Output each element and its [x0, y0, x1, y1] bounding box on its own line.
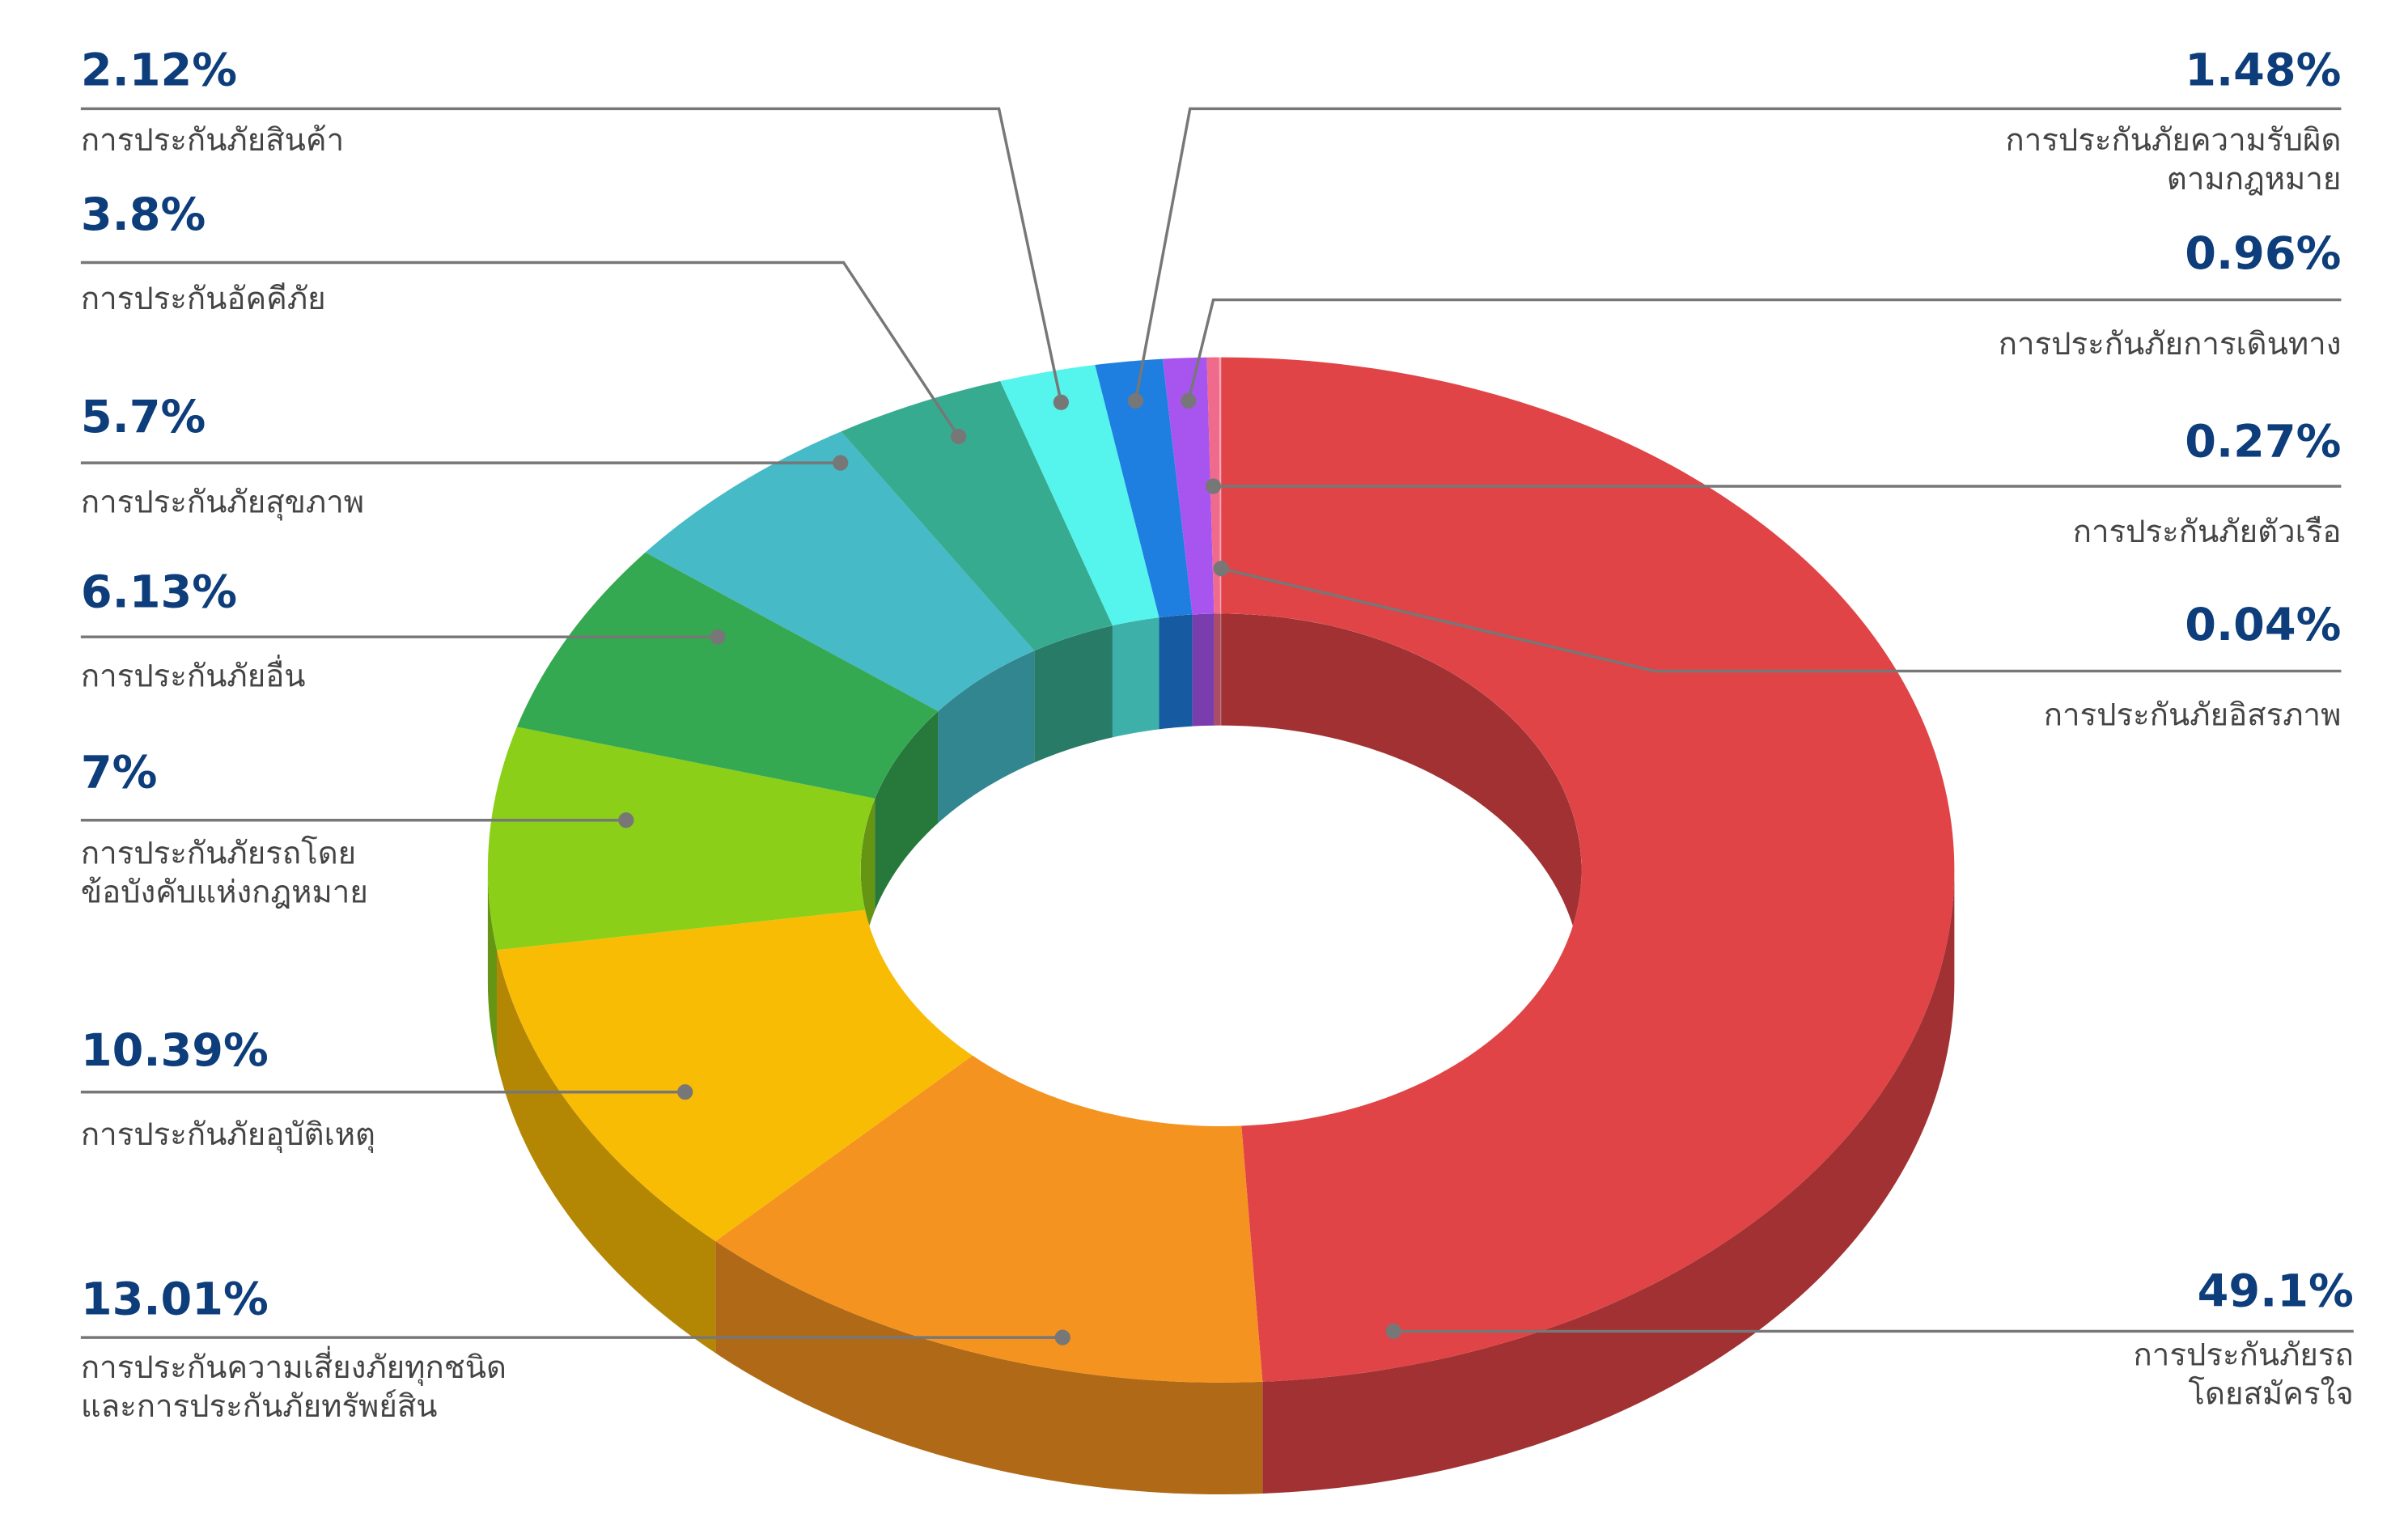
- value-label: 0.27%: [2185, 414, 2342, 468]
- leader-line: [80, 107, 1063, 403]
- leader-dot: [951, 428, 967, 445]
- category-label: การประกันภัยรถโดย ข้อบังคับแห่งกฎหมาย: [80, 834, 368, 911]
- leader-line: [1187, 298, 2342, 401]
- slice-inner: [938, 650, 1035, 824]
- leader-line: [1134, 107, 2342, 401]
- leader-dot: [1213, 561, 1229, 577]
- category-label: การประกันภัยรถ โดยสมัครใจ: [2133, 1336, 2354, 1413]
- value-label: 1.48%: [2185, 43, 2342, 97]
- value-label: 49.1%: [2197, 1264, 2354, 1318]
- leader-dot: [1181, 392, 1197, 409]
- leader-line: [1220, 567, 2342, 673]
- leader-dot: [1054, 1329, 1070, 1345]
- category-label: การประกันภัยอุบัติเหตุ: [80, 1115, 375, 1153]
- leader-dot: [618, 812, 634, 828]
- slice-inner: [1034, 625, 1113, 763]
- value-label: 0.96%: [2185, 227, 2342, 280]
- slice-inner: [1159, 614, 1193, 730]
- category-label: การประกันภัยความรับผิด ตามกฎหมาย: [2005, 121, 2342, 197]
- slice-side: [1262, 870, 1955, 1494]
- value-label: 5.7%: [80, 389, 206, 443]
- slice-side: [497, 950, 716, 1354]
- category-label: การประกันภัยการเดินทาง: [1998, 324, 2342, 362]
- value-label: 13.01%: [80, 1272, 269, 1325]
- value-label: 7%: [80, 745, 158, 799]
- value-label: 0.04%: [2185, 598, 2342, 651]
- slice: [487, 727, 875, 951]
- leader-line: [80, 261, 960, 438]
- leader-dot: [1053, 394, 1069, 410]
- slice-side: [487, 870, 498, 1062]
- slice: [1162, 357, 1215, 615]
- slice-inner: [1214, 613, 1221, 726]
- category-label: การประกันภัยสุขภาพ: [80, 483, 365, 521]
- category-label: การประกันภัยอิสรภาพ: [2043, 696, 2342, 734]
- slice: [1000, 365, 1159, 626]
- value-label: 2.12%: [80, 43, 238, 97]
- slice: [497, 909, 973, 1242]
- slice: [841, 381, 1113, 651]
- leader-dot: [1205, 478, 1222, 494]
- slice: [1221, 357, 1955, 1382]
- category-label: การประกันภัยสินค้า: [80, 121, 345, 159]
- category-label: การประกันภัยอื่น: [80, 657, 306, 695]
- slice-side: [715, 1241, 1263, 1495]
- leader-dot: [1385, 1323, 1401, 1340]
- category-label: การประกันภัยตัวเรือ: [2072, 512, 2342, 550]
- slice-inner: [1221, 613, 1582, 982]
- slice: [516, 552, 939, 799]
- slice: [645, 431, 1035, 711]
- category-label: การประกันอัคคีภัย: [80, 279, 326, 317]
- leader-dot: [677, 1084, 693, 1100]
- leader-dot: [833, 455, 849, 471]
- slice-inner: [1112, 617, 1159, 738]
- slice-inner: [1192, 613, 1215, 727]
- slice-inner: [875, 710, 939, 911]
- leader-dot: [1127, 392, 1144, 409]
- value-label: 6.13%: [80, 565, 238, 619]
- leader-dot: [710, 629, 726, 645]
- category-label: การประกันความเสี่ยงภัยทุกชนิด และการประก…: [80, 1348, 507, 1425]
- value-label: 3.8%: [80, 188, 206, 241]
- value-label: 10.39%: [80, 1023, 269, 1077]
- slice: [1095, 358, 1193, 618]
- slice-inner: [1220, 613, 1222, 726]
- slice: [715, 1055, 1263, 1383]
